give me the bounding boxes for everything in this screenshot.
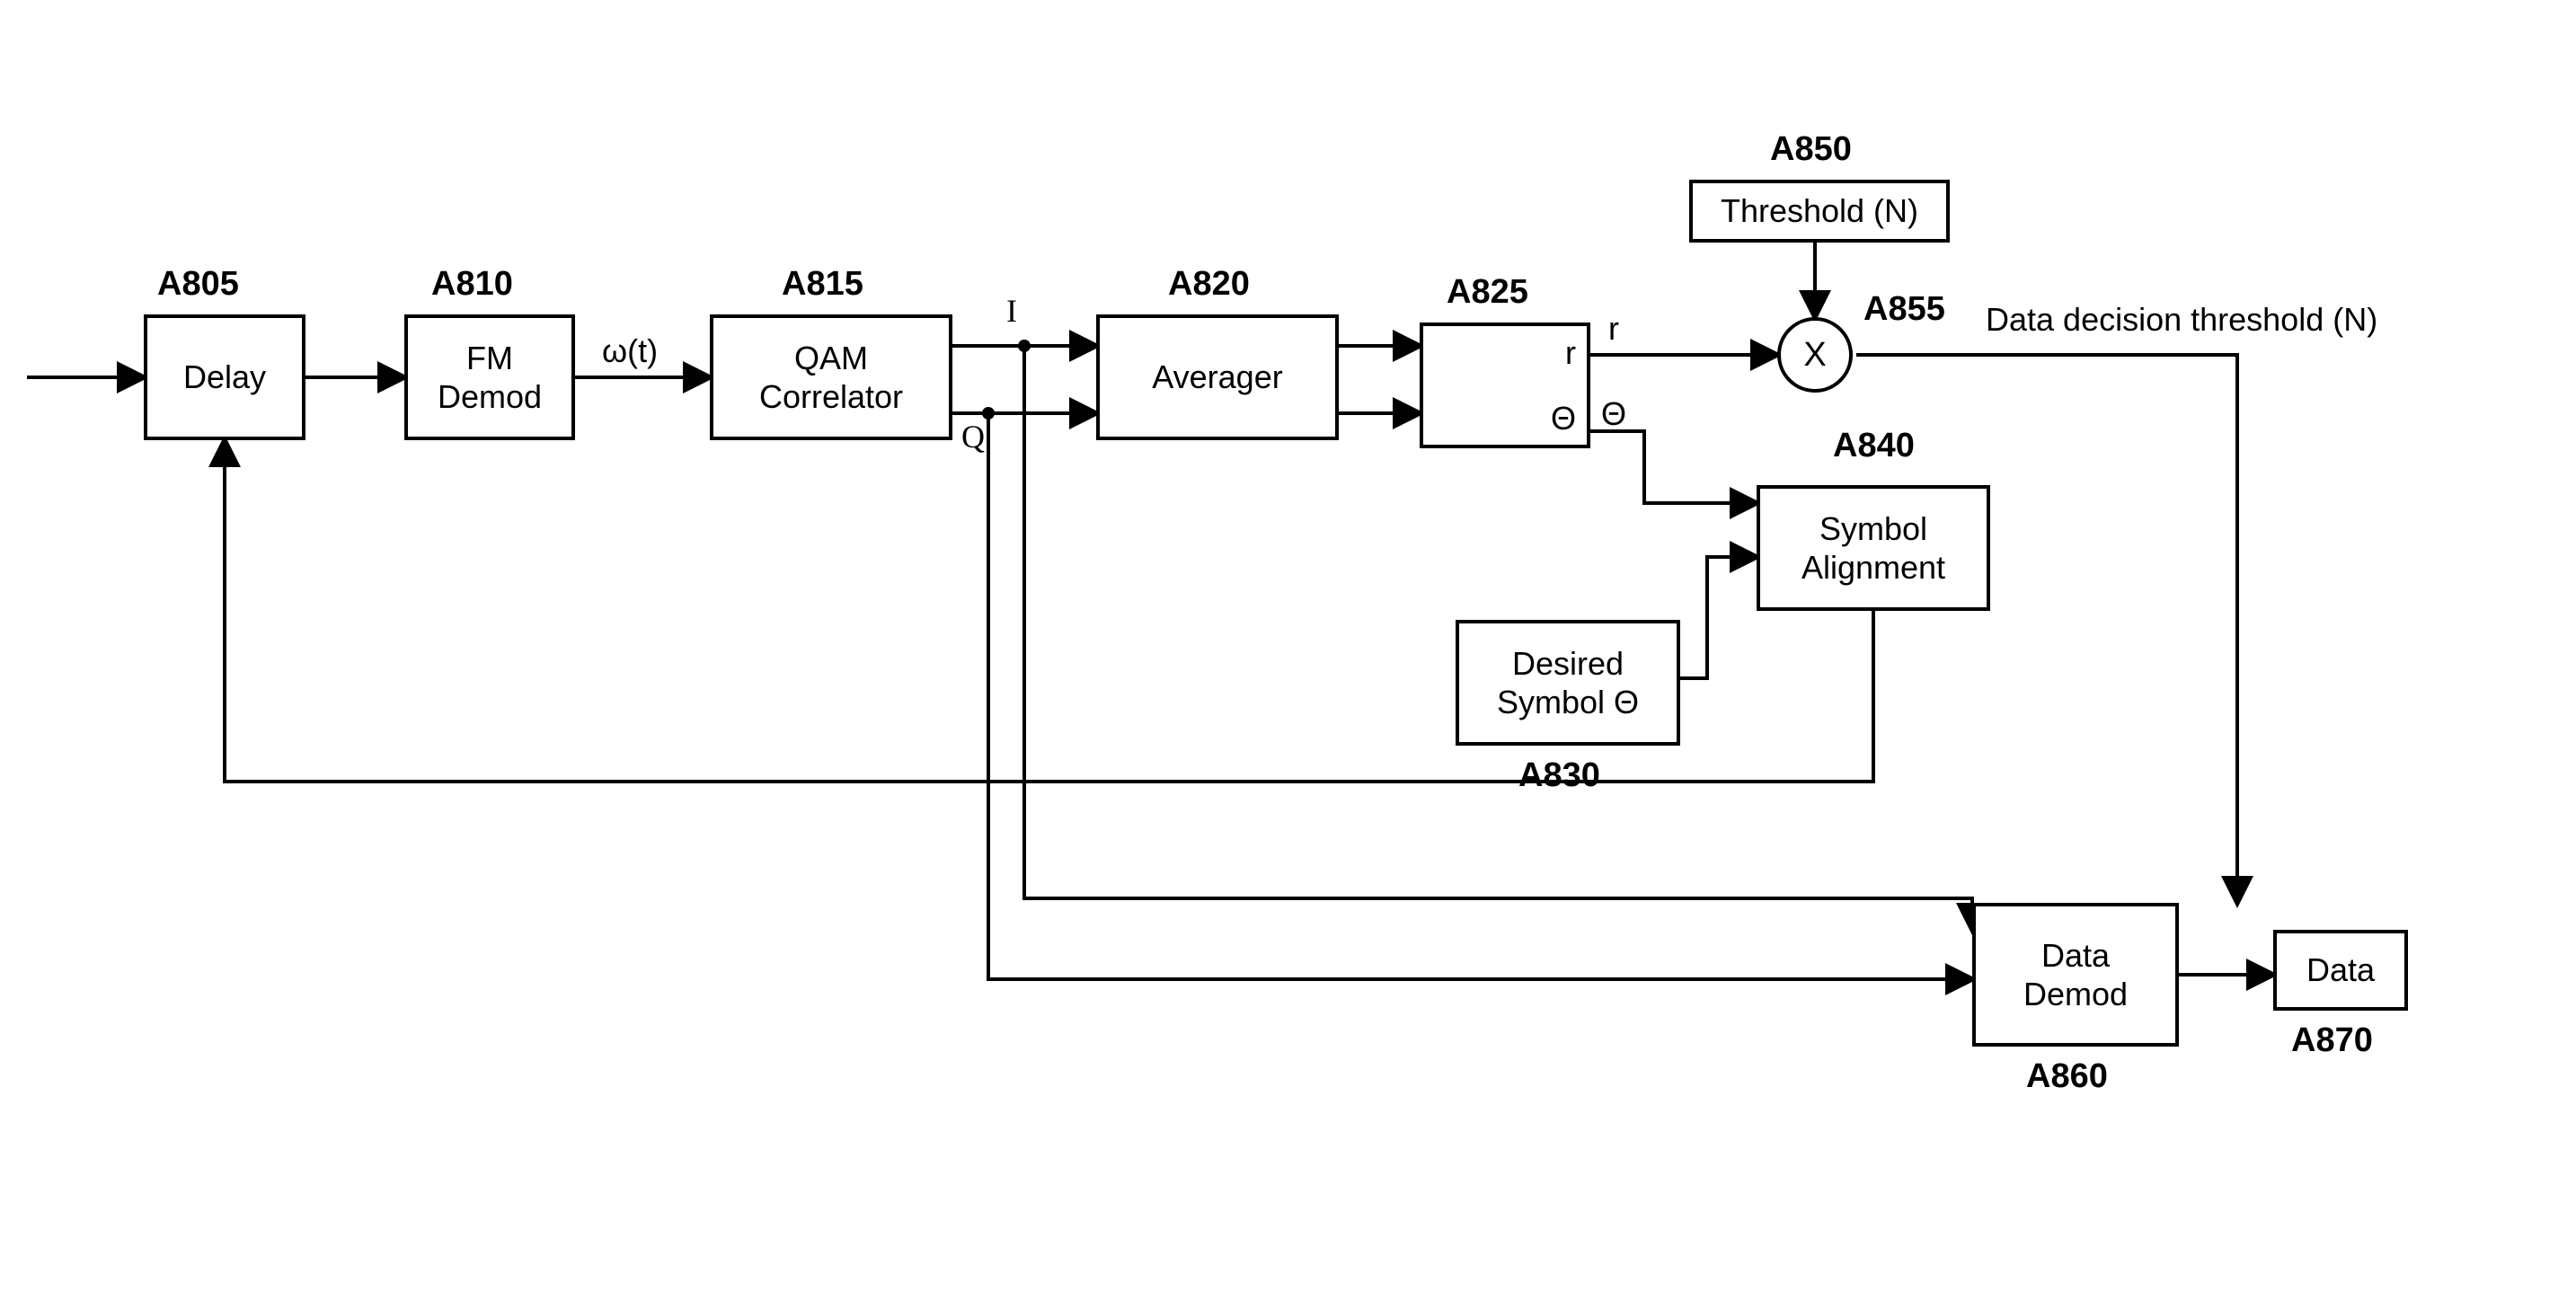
r-out-label: r [1608,310,1619,348]
multiplier-id: A855 [1863,290,1945,329]
threshold-block: Threshold (N) [1689,180,1950,243]
theta-out-label: Θ [1601,395,1626,433]
qam-block: QAMCorrelator [710,314,952,440]
delay-id: A805 [157,265,239,304]
omega-label: ω(t) [602,332,658,370]
symbol-alignment-block: SymbolAlignment [1757,485,1990,611]
fm-demod-id: A810 [431,265,513,304]
q-label: Q [961,418,985,455]
data-out-block: Data [2273,930,2408,1011]
qam-id: A815 [782,265,863,304]
data-out-id: A870 [2291,1021,2373,1060]
i-label: I [1006,292,1017,330]
multiplier-x: X [1803,336,1826,375]
fm-demod-block: FMDemod [404,314,575,440]
junction-dot [982,407,995,420]
desired-symbol-id: A830 [1518,756,1600,795]
data-decision-label: Data decision threshold (N) [1986,301,2377,339]
diagram-canvas: Delay A805 FMDemod A810 QAMCorrelator A8… [0,0,2576,1308]
desired-symbol-block: DesiredSymbol Θ [1456,620,1680,746]
edge-rt-symalign [1590,431,1757,503]
edge-desired-sym [1680,557,1757,678]
averager-block: Averager [1096,314,1339,440]
wires-svg [0,0,2576,1308]
rtheta-id: A825 [1447,273,1528,312]
multiplier-node: X [1777,317,1853,393]
data-demod-block: DataDemod [1972,903,2179,1047]
delay-block: Delay [144,314,305,440]
averager-id: A820 [1168,265,1250,304]
data-demod-id: A860 [2026,1057,2108,1096]
threshold-id: A850 [1770,130,1852,169]
junction-dot [1018,340,1031,352]
rtheta-block: rΘ [1420,323,1590,448]
symbol-alignment-id: A840 [1833,427,1915,465]
